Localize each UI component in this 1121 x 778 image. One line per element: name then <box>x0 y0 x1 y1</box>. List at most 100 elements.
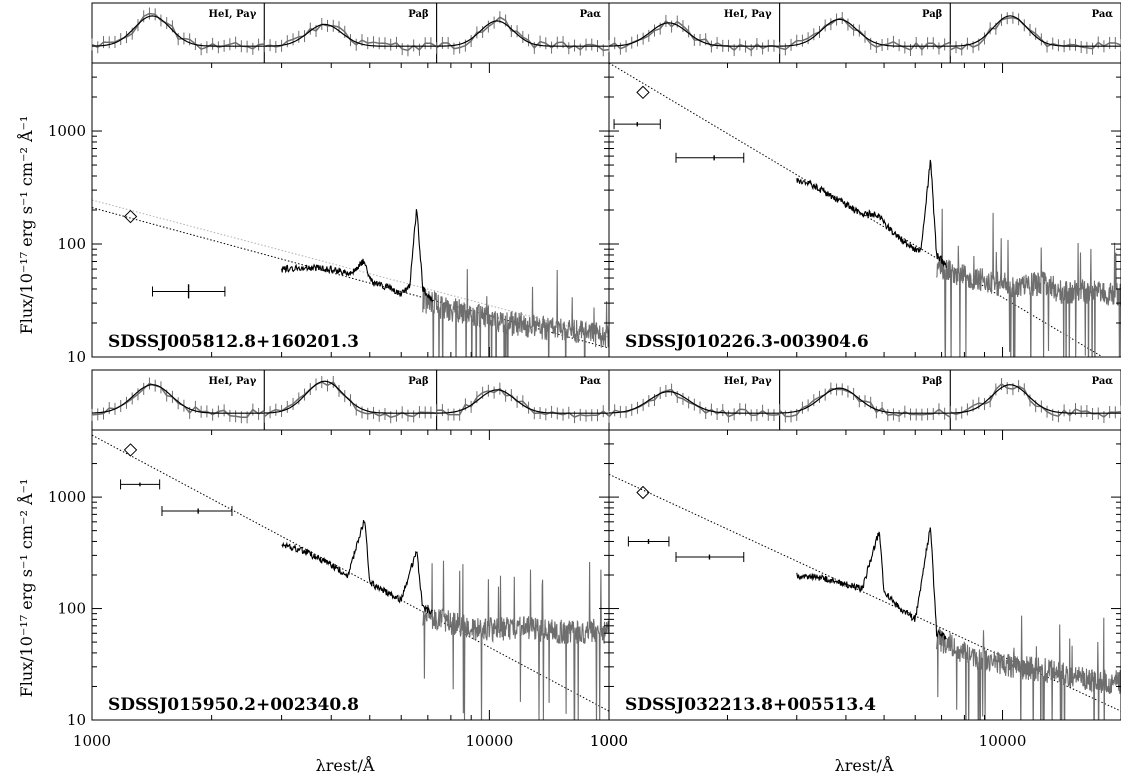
powerlaw-line <box>609 63 1104 357</box>
x-tick-label: 1000 <box>590 732 628 750</box>
inset-line-label: HeI, Paγ <box>209 376 257 387</box>
inset-line-label: Paβ <box>922 376 943 387</box>
inset-fit <box>264 23 437 47</box>
x-tick-label-shared: 1000 <box>590 732 628 750</box>
photometry-point <box>636 485 650 500</box>
inset-line-label: Paα <box>1092 9 1114 20</box>
line-inset-2: Paβ <box>779 2 951 64</box>
inset-fit <box>91 384 265 414</box>
inset-data <box>436 387 610 418</box>
photometry-bar-1 <box>152 284 226 299</box>
line-inset-2: Paβ <box>263 369 438 431</box>
inset-line-label: HeI, Paγ <box>724 376 772 387</box>
inset-fit <box>608 22 780 47</box>
x-tick-label: 1000 <box>73 732 111 750</box>
inset-fit <box>264 380 437 414</box>
x-tick-label: 10000 <box>466 732 514 750</box>
y-tick-label: 10 <box>67 711 86 729</box>
inset-line-label: Paβ <box>408 376 429 387</box>
inset-fit <box>950 15 1121 47</box>
line-inset-2: Paβ <box>263 2 438 64</box>
line-inset-3: Paα <box>949 2 1121 64</box>
y-tick-label: 100 <box>57 235 86 253</box>
line-inset-1: HeI, Paγ <box>608 369 781 431</box>
optical-spectrum <box>796 159 947 268</box>
photometry-point <box>123 443 138 457</box>
optical-spectrum <box>796 527 947 640</box>
inset-line-label: Paα <box>580 9 602 20</box>
inset-line-label: HeI, Paγ <box>209 9 257 20</box>
object-name: SDSSJ005812.8+160201.3 <box>108 332 359 352</box>
x-axis-label-left: λrest/Å <box>316 755 375 775</box>
y-axis-label-top: Flux/10⁻¹⁷ erg s⁻¹ cm⁻² Å⁻¹ <box>16 116 36 335</box>
photometry-bar-1 <box>627 536 670 547</box>
plot-area <box>609 473 1121 720</box>
nir-spectrum <box>936 615 1121 720</box>
plot-frame <box>91 62 610 358</box>
inset-fit <box>779 387 951 414</box>
object-name: SDSSJ010226.3-003904.6 <box>625 332 869 352</box>
inset-data <box>263 380 437 419</box>
photometry-bar-2 <box>161 506 233 517</box>
inset-data <box>950 383 1121 418</box>
y-tick-label: 100 <box>57 600 86 618</box>
photometry-bar-1 <box>120 479 161 490</box>
powerlaw-line <box>92 207 609 349</box>
inset-frame <box>91 2 265 64</box>
panel-1: 10 100 1000 SDSSJ005812.8+160201.3 HeI, Paγ P… <box>48 2 610 366</box>
powerlaw-line <box>92 434 609 712</box>
inset-line-label: Paα <box>1092 376 1114 387</box>
y-axis-label-bottom: Flux/10⁻¹⁷ erg s⁻¹ cm⁻² Å⁻¹ <box>16 479 36 698</box>
optical-spectrum <box>281 209 434 303</box>
inset-data <box>949 16 1121 51</box>
inset-frame <box>263 2 438 64</box>
line-inset-3: Paα <box>436 369 610 431</box>
y-tick-label: 1000 <box>48 488 86 506</box>
photometry-point <box>123 209 138 224</box>
object-name: SDSSJ015950.2+002340.8 <box>108 695 359 715</box>
powerlaw-line-alt <box>92 199 609 338</box>
object-name: SDSSJ032213.8+005513.4 <box>625 695 876 715</box>
photometry-bar-2 <box>675 152 745 163</box>
inset-fit <box>436 389 609 414</box>
optical-spectrum <box>281 520 433 615</box>
panel-3: 10 100 1000 1000 10000 SDSSJ015950.2+002340.8… <box>48 369 610 750</box>
x-tick-label: 10000 <box>979 732 1027 750</box>
y-tick-label: 10 <box>67 348 86 366</box>
inset-fit <box>779 18 951 47</box>
y-tick-label: 1000 <box>48 122 86 140</box>
plot-area <box>92 199 609 357</box>
photometry-point <box>636 85 650 100</box>
line-inset-1: HeI, Paγ <box>608 2 781 64</box>
inset-line-label: Paβ <box>922 9 943 20</box>
inset-data <box>264 23 438 52</box>
inset-fit <box>608 390 780 414</box>
line-inset-3: Paα <box>949 369 1121 431</box>
x-axis-label-right: λrest/Å <box>835 755 894 775</box>
panels: 10 100 1000 SDSSJ005812.8+160201.3 HeI, Paγ P… <box>48 2 1121 750</box>
inset-line-label: Paβ <box>408 9 429 20</box>
nir-spectrum <box>422 269 609 357</box>
inset-data <box>779 387 951 418</box>
inset-fit <box>950 384 1121 414</box>
inset-fit <box>436 20 609 47</box>
plot-area <box>609 63 1121 357</box>
nir-spectrum <box>936 208 1121 357</box>
inset-data <box>91 12 265 51</box>
line-inset-3: Paα <box>436 2 610 64</box>
inset-line-label: HeI, Paγ <box>724 9 772 20</box>
photometry-bar-1 <box>613 119 661 130</box>
inset-line-label: Paα <box>580 376 602 387</box>
line-inset-2: Paβ <box>779 369 951 431</box>
line-inset-1: HeI, Paγ <box>91 369 265 431</box>
photometry-bar-2 <box>675 552 745 563</box>
line-inset-1: HeI, Paγ <box>91 2 265 64</box>
plot-frame <box>91 429 610 721</box>
nir-spectrum <box>422 560 609 720</box>
panel-4: 1000 100001000SDSSJ032213.8+005513.4HeI, … <box>590 369 1121 750</box>
inset-data <box>436 16 610 52</box>
inset-fit <box>91 15 265 47</box>
panel-2: SDSSJ010226.3-003904.6 HeI, Paγ Paβ Paα <box>608 2 1121 358</box>
plot-area <box>92 434 609 720</box>
